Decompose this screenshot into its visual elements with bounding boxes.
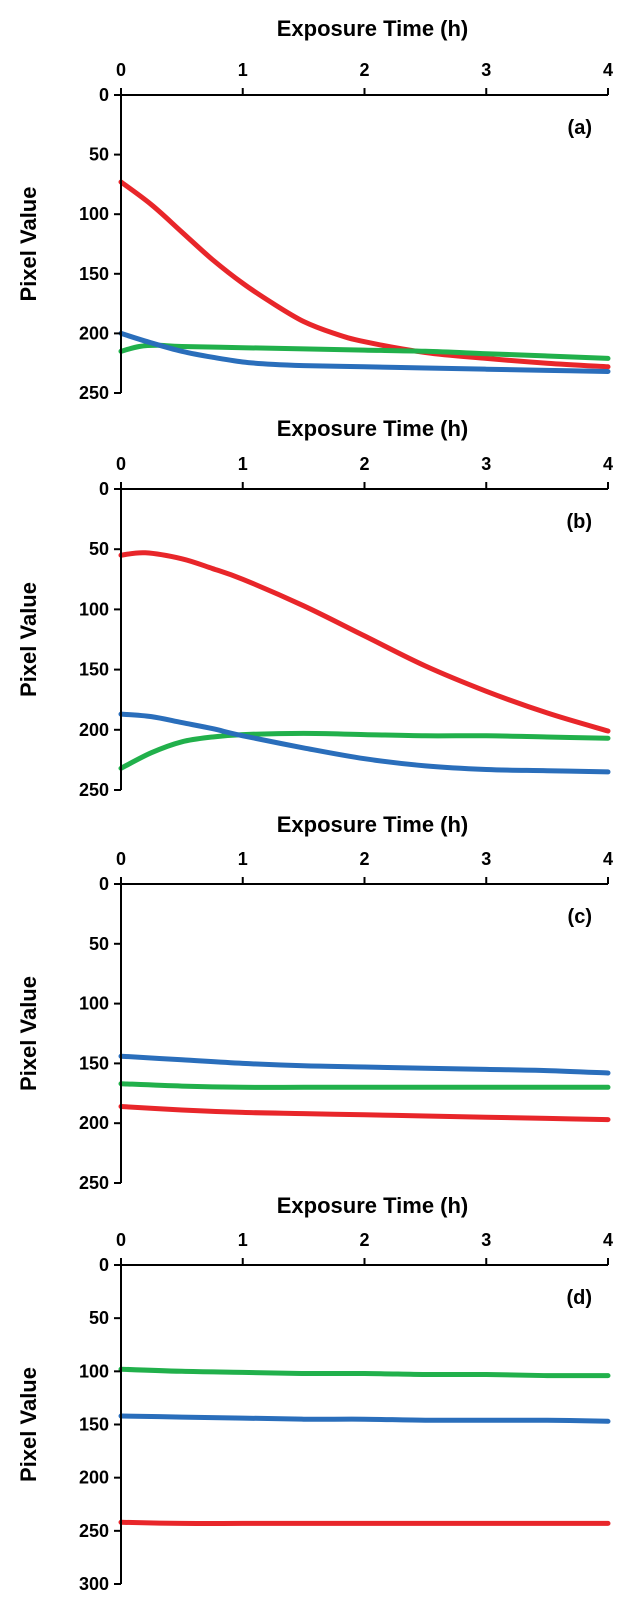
panel-label: (d) [566, 1287, 592, 1309]
x-axis-title: Exposure Time (h) [277, 1193, 469, 1218]
y-tick-label: 0 [99, 85, 109, 105]
y-axis-title: Pixel Value [16, 582, 41, 697]
x-tick-label: 2 [359, 454, 369, 474]
x-tick-label: 1 [238, 60, 248, 80]
series-line-1 [118, 1053, 611, 1076]
x-tick-label: 0 [116, 849, 126, 869]
panel-d: 0 1 2 3 4 0 50 100 150 200 250 300 Exposure Time (h)… [16, 1193, 613, 1594]
x-tick-label: 2 [359, 849, 369, 869]
x-tick-label: 4 [603, 849, 613, 869]
series-line-1 [118, 179, 611, 370]
y-tick-label: 150 [79, 1053, 109, 1073]
x-tick-label: 0 [116, 60, 126, 80]
x-tick-label: 3 [481, 849, 491, 869]
x-axis-title: Exposure Time (h) [277, 16, 469, 41]
panel-b: 0 1 2 3 4 0 50 100 150 200 250 Exposure Time (h) Pix… [16, 416, 613, 800]
x-tick-label: 0 [116, 1230, 126, 1250]
y-tick-label: 200 [79, 1113, 109, 1133]
panel-label: (a) [568, 117, 592, 139]
y-tick-label: 200 [79, 323, 109, 343]
x-tick-label: 3 [481, 60, 491, 80]
panel-label: (c) [568, 906, 592, 928]
y-tick-label: 200 [79, 720, 109, 740]
series-line-1 [118, 550, 611, 734]
x-tick-label: 4 [603, 60, 613, 80]
panel-label: (b) [566, 511, 592, 533]
x-tick-label: 2 [359, 1230, 369, 1250]
series-line-2 [118, 1081, 611, 1090]
x-tick-label: 0 [116, 454, 126, 474]
series-line-3 [118, 330, 611, 374]
x-tick-label: 1 [238, 454, 248, 474]
y-tick-label: 0 [99, 1255, 109, 1275]
series-line-2 [118, 1413, 611, 1424]
y-tick-label: 50 [89, 934, 109, 954]
y-tick-label: 250 [79, 383, 109, 403]
x-tick-label: 1 [238, 849, 248, 869]
y-tick-label: 100 [79, 599, 109, 619]
y-tick-label: 100 [79, 1361, 109, 1381]
x-tick-label: 3 [481, 454, 491, 474]
series-line-3 [118, 1104, 611, 1123]
y-tick-label: 50 [89, 1308, 109, 1328]
y-tick-label: 100 [79, 204, 109, 224]
x-tick-label: 2 [359, 60, 369, 80]
y-tick-label: 250 [79, 780, 109, 800]
y-tick-label: 200 [79, 1468, 109, 1488]
panel-a: 0 1 2 3 4 0 50 100 150 200 250 Exposure Time (h) Pix… [16, 16, 613, 403]
y-tick-label: 150 [79, 1415, 109, 1435]
y-tick-label: 100 [79, 994, 109, 1014]
series-line-3 [118, 711, 611, 775]
y-tick-label: 150 [79, 264, 109, 284]
y-axis-title: Pixel Value [16, 187, 41, 302]
y-tick-label: 150 [79, 660, 109, 680]
x-tick-label: 4 [603, 454, 613, 474]
y-tick-label: 0 [99, 479, 109, 499]
panel-c: 0 1 2 3 4 0 50 100 150 200 250 Exposure Time (h) Pix… [16, 812, 613, 1193]
series-line-2 [118, 730, 611, 771]
series-line-1 [118, 1366, 611, 1379]
x-axis-title: Exposure Time (h) [277, 812, 469, 837]
y-tick-label: 250 [79, 1173, 109, 1193]
x-tick-label: 4 [603, 1230, 613, 1250]
y-axis-title: Pixel Value [16, 976, 41, 1091]
y-tick-label: 50 [89, 145, 109, 165]
y-tick-label: 0 [99, 874, 109, 894]
y-tick-label: 50 [89, 539, 109, 559]
y-tick-label: 250 [79, 1521, 109, 1541]
y-tick-label: 300 [79, 1574, 109, 1594]
x-tick-label: 3 [481, 1230, 491, 1250]
y-axis-title: Pixel Value [16, 1367, 41, 1482]
x-tick-label: 1 [238, 1230, 248, 1250]
series-line-3 [118, 1519, 611, 1526]
x-axis-title: Exposure Time (h) [277, 416, 469, 441]
